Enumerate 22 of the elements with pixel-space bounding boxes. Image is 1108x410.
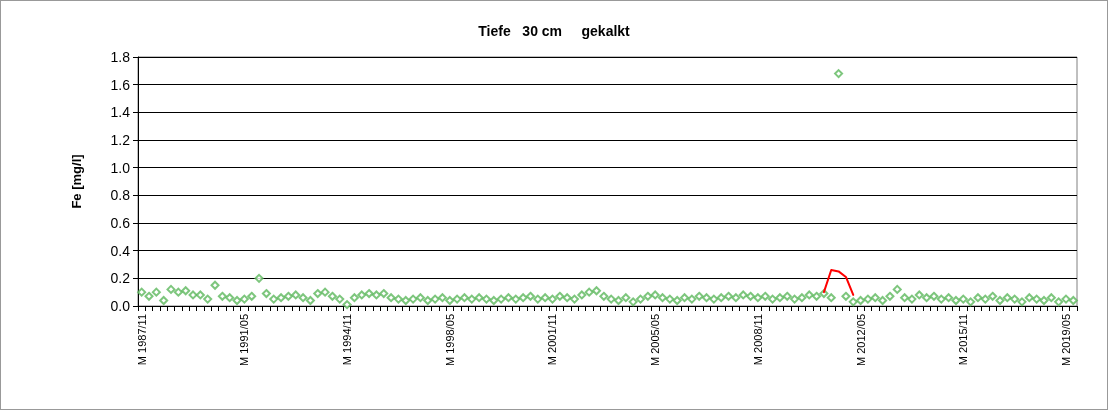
x-tick-label: M 2001/11 — [546, 314, 559, 366]
y-tick-label: 0.0 — [110, 298, 131, 314]
y-tick-label: 1.4 — [110, 104, 131, 121]
y-tick-label: 1.6 — [110, 76, 131, 93]
x-tick-label: M 2015/11 — [957, 314, 970, 366]
x-tick-label: M 1998/05 — [443, 314, 456, 366]
x-tick-label: M 2019/05 — [1060, 314, 1072, 366]
y-tick-label: 0.6 — [110, 215, 131, 231]
y-axis-title: Fe [mg/l] — [69, 154, 84, 209]
x-tick-label: M 2012/05 — [854, 314, 867, 366]
y-tick-label: 0.2 — [110, 270, 131, 287]
x-tick-label: M 2005/05 — [649, 314, 662, 366]
y-tick-label: 1.2 — [110, 132, 131, 148]
chart-title: Tiefe 30 cm gekalkt — [478, 23, 631, 39]
y-tick-label: 0.4 — [110, 242, 131, 259]
x-tick-label: M 2008/11 — [751, 314, 764, 366]
y-tick-label: 0.8 — [110, 187, 131, 204]
x-tick-label: M 1987/11 — [135, 314, 148, 366]
x-tick-label: M 1994/11 — [341, 314, 354, 366]
y-tick-label: 1.8 — [110, 49, 131, 65]
y-tick-label: 1.0 — [110, 159, 131, 176]
x-tick-label: M 1991/05 — [238, 314, 251, 366]
